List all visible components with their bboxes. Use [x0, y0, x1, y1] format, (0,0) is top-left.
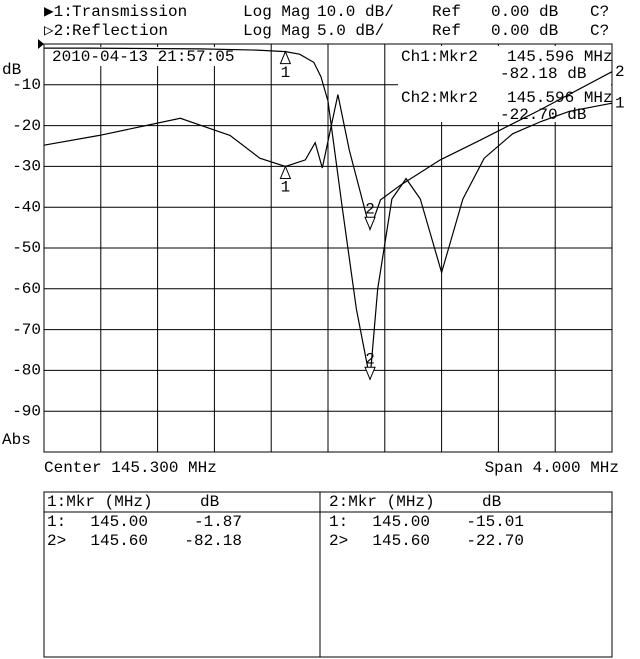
table-cell: 145.00 — [372, 513, 430, 531]
marker — [364, 366, 376, 381]
table-header: 1:Mkr (MHz) — [47, 493, 153, 511]
marker — [279, 50, 292, 65]
table-header: 2:Mkr (MHz) — [329, 493, 435, 511]
y-tick-label: -20 — [12, 117, 41, 135]
y-tick-label: -10 — [12, 76, 41, 94]
y-tick-label: -70 — [12, 321, 41, 339]
status: C? — [590, 22, 609, 40]
table-cell: 1: — [47, 513, 66, 531]
table-cell: 1: — [329, 513, 348, 531]
table-cell: -15.01 — [466, 513, 524, 531]
readout-value: -82.18 dB — [500, 65, 586, 83]
table-cell: -1.87 — [194, 513, 242, 531]
marker-label: 1 — [281, 64, 291, 82]
y-tick-label: -80 — [12, 362, 41, 380]
marker — [279, 165, 292, 179]
trace-label: 2 — [615, 63, 625, 81]
table-cell: 145.00 — [90, 513, 148, 531]
y-tick-label: -90 — [12, 402, 41, 420]
trace-label: 1 — [615, 94, 625, 112]
y-bottom-label: Abs — [2, 431, 31, 449]
marker — [364, 216, 376, 231]
channel-name: Reflection — [72, 22, 168, 40]
table-cell: 2> — [47, 532, 66, 550]
trace — [43, 71, 613, 232]
readout-channel: Ch2:Mkr2 — [401, 89, 478, 107]
y-tick-label: -50 — [12, 239, 41, 257]
ref-value: 0.00 dB — [491, 22, 558, 40]
y-tick-label: -60 — [12, 280, 41, 298]
channel-name: Transmission — [72, 3, 187, 21]
format: Log Mag — [243, 22, 310, 40]
y-tick-label: -30 — [12, 158, 41, 176]
ref-label: Ref — [432, 22, 461, 40]
status: C? — [590, 3, 609, 21]
format: Log Mag — [243, 3, 310, 21]
readout-freq: 145.596 MHz — [507, 48, 613, 66]
readout-freq: 145.596 MHz — [507, 89, 613, 107]
table-header: dB — [200, 493, 219, 511]
trace — [44, 47, 613, 380]
ref-label: Ref — [432, 3, 461, 21]
readout-value: -22.70 dB — [500, 106, 586, 124]
ref-pointer — [38, 39, 44, 49]
table-cell: -82.18 — [184, 532, 242, 550]
table-cell: 2> — [329, 532, 348, 550]
table-header: dB — [482, 493, 501, 511]
y-unit: dB — [2, 61, 21, 79]
timestamp-bg — [48, 47, 248, 66]
span-label: Span 4.000 MHz — [485, 459, 619, 477]
table-frame — [43, 491, 613, 658]
readout-channel: Ch1:Mkr2 — [401, 48, 478, 66]
marker-label: 1 — [281, 179, 291, 197]
table-cell: 145.60 — [372, 532, 430, 550]
table-cell: 145.60 — [90, 532, 148, 550]
y-tick-label: -40 — [12, 198, 41, 216]
scale: 10.0 dB/ — [317, 3, 394, 21]
scale: 5.0 dB/ — [317, 22, 384, 40]
channel-prefix: ▶1: — [44, 3, 73, 21]
marker-label: 2 — [365, 200, 375, 218]
channel-prefix: ▷2: — [44, 22, 73, 40]
table-cell: -22.70 — [466, 532, 524, 550]
ref-value: 0.00 dB — [491, 3, 558, 21]
readout-bg — [398, 46, 611, 122]
center-label: Center 145.300 MHz — [44, 459, 217, 477]
timestamp: 2010-04-13 21:57:05 — [52, 48, 234, 66]
marker-label: 2 — [365, 351, 375, 369]
